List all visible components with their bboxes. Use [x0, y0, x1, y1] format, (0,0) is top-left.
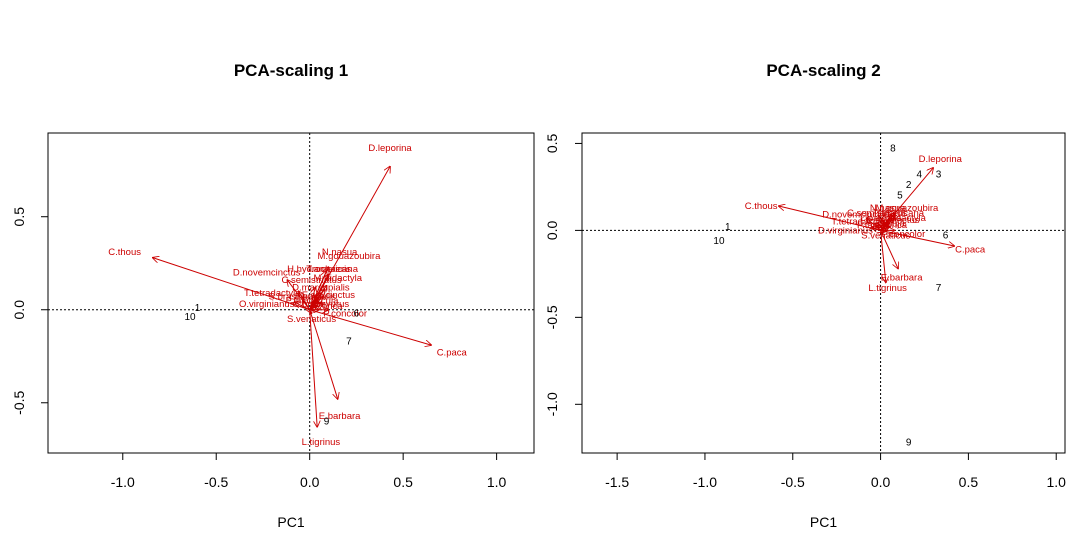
species-label: N.nasua [322, 247, 358, 258]
species-label: D.novemcinctus [822, 210, 890, 221]
x-tick-label: 0.5 [393, 474, 413, 490]
site-label: 1 [195, 303, 201, 314]
y-tick-label: 0.0 [544, 220, 560, 240]
x-tick-label: -0.5 [781, 474, 805, 490]
species-label: P.concolor [882, 229, 926, 240]
species-label: S.brasiliensis [269, 292, 325, 303]
species-label: S.venaticus [287, 314, 336, 325]
species-label: C.brachyurus [293, 299, 350, 310]
y-tick-label: 0.5 [544, 133, 560, 153]
species-label: T.tetradactyla [244, 288, 301, 299]
species-label: C.paca [955, 245, 986, 256]
species-label: D.virginianus [818, 225, 873, 236]
species-label: E.sexcinctus [302, 290, 356, 301]
species-label: C.semistriatus [281, 275, 341, 286]
site-label: 8 [890, 144, 896, 155]
species-label: D.leporina [919, 154, 963, 165]
species-label: D.marsupialis [292, 282, 350, 293]
species-label: P.onca [879, 220, 908, 231]
species-label: E.barbara [319, 411, 361, 422]
species-label: S.venaticus [861, 231, 910, 242]
x-tick-label: 0.5 [959, 474, 979, 490]
species-label: N.nasua [870, 203, 906, 214]
species-label: L.tigrinus [302, 437, 341, 448]
x-axis-label: PC1 [277, 514, 304, 530]
x-tick-label: -1.0 [111, 474, 135, 490]
species-label: P.onca [314, 301, 343, 312]
site-label: 2 [906, 180, 912, 191]
species-arrow [309, 309, 338, 399]
species-label: E.sexcinctus [866, 215, 920, 226]
species-label: C.thous [745, 201, 778, 212]
species-label: T.americana [872, 208, 924, 219]
species-arrow [309, 309, 317, 427]
species-label: M.tridactyla [877, 213, 926, 224]
species-label: L.pardalis [295, 292, 336, 303]
x-tick-label: 1.0 [487, 474, 507, 490]
y-tick-label: -0.5 [11, 390, 27, 414]
species-arrow [153, 258, 310, 311]
site-label: 3 [936, 170, 942, 181]
y-tick-label: -1.0 [544, 392, 560, 416]
site-label: 9 [906, 438, 912, 449]
species-label: P.tajacu [286, 295, 319, 306]
x-tick-label: 1.0 [1046, 474, 1066, 490]
species-label: C.paca [437, 348, 468, 359]
species-label: H.hydrochaeris [287, 264, 351, 275]
chart-title: PCA-scaling 2 [766, 61, 880, 80]
plot-frame [581, 132, 1066, 454]
site-label: 1 [725, 222, 731, 233]
x-tick-label: 0.0 [871, 474, 891, 490]
species-label: O.virginianus [239, 299, 295, 310]
site-label: 6 [943, 231, 949, 242]
species-label: P.concolor [323, 308, 367, 319]
species-label: C.semistriatus [847, 208, 907, 219]
plot-frame [47, 132, 535, 454]
species-label: D.leporina [368, 143, 412, 154]
species-arrow [880, 230, 899, 268]
x-tick-label: -0.5 [204, 474, 228, 490]
species-label: T.tetradactyla [831, 217, 888, 228]
species-label: C.thous [108, 247, 141, 258]
site-label: 6 [354, 308, 360, 319]
species-label: D.novemcinctus [233, 268, 301, 279]
species-arrow [309, 302, 321, 311]
species-label: M.gouazoubira [875, 203, 939, 214]
x-tick-label: 0.0 [300, 474, 320, 490]
species-arrow [309, 309, 432, 345]
y-tick-label: 0.0 [11, 300, 27, 320]
site-label: 5 [897, 191, 903, 202]
species-label: P.tajacu [857, 220, 890, 231]
x-tick-label: -1.5 [605, 474, 629, 490]
species-label: M.tridactyla [313, 273, 362, 284]
site-label: 10 [713, 236, 725, 247]
site-label: 7 [936, 283, 942, 294]
y-tick-label: 0.5 [11, 207, 27, 227]
chart-title: PCA-scaling 1 [234, 61, 348, 80]
panel-1: PCA-scaling 1 PC1 -1.0 -0.5 0.0 0.5 1.0 -0.5 0.0… [11, 61, 535, 530]
site-label: 7 [346, 336, 352, 347]
y-tick-label: -0.5 [544, 305, 560, 329]
x-axis-label: PC1 [810, 514, 837, 530]
species-label: T.americana [306, 264, 358, 275]
site-label: 4 [916, 170, 922, 181]
species-label: G.cuja [877, 218, 905, 229]
species-arrow [880, 230, 886, 282]
species-label: L.tigrinus [868, 283, 907, 294]
panel-2: PCA-scaling 2 PC1 -1.5 -1.0 -0.5 0.0 0.5 1.0 -1.… [544, 61, 1066, 530]
site-label: 9 [324, 416, 330, 427]
species-label: G.cuja [311, 295, 339, 306]
species-label: M.gouazoubira [318, 251, 382, 262]
x-tick-label: -1.0 [693, 474, 717, 490]
site-label: 10 [184, 312, 196, 323]
species-arrow [779, 206, 881, 231]
species-label: E.barbara [881, 272, 923, 283]
species-arrow [880, 225, 888, 230]
